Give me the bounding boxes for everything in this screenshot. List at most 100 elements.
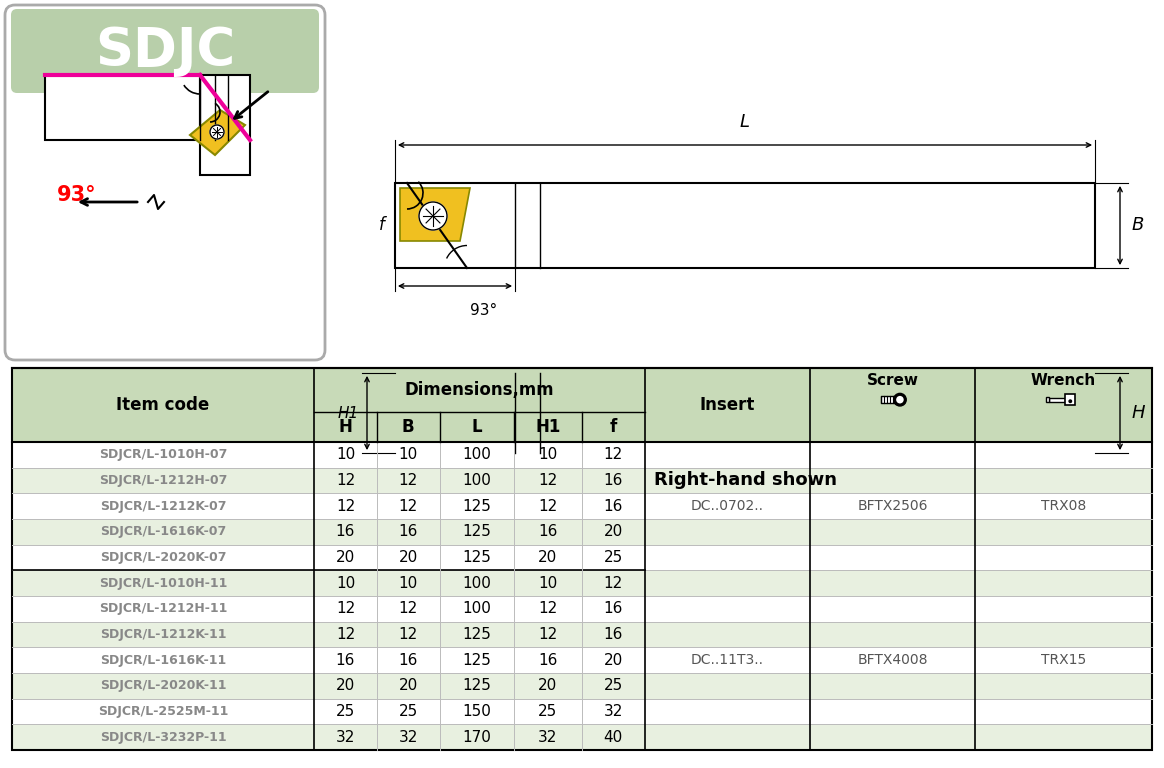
Text: 100: 100: [462, 473, 491, 488]
Bar: [12, 368, 1152, 442]
Text: 12: 12: [398, 498, 418, 514]
Text: Screw: Screw: [867, 372, 918, 388]
Bar: [45, 75, 200, 140]
Text: H: H: [339, 418, 353, 436]
Text: SDJCR/L-2525M-11: SDJCR/L-2525M-11: [98, 705, 228, 718]
Text: 125: 125: [462, 653, 491, 667]
Text: B: B: [1133, 217, 1144, 234]
Text: 100: 100: [462, 447, 491, 462]
Text: 20: 20: [336, 550, 355, 565]
Bar: [395, 183, 1095, 268]
Text: L: L: [740, 113, 750, 131]
Text: SDJCR/L-1010H-07: SDJCR/L-1010H-07: [99, 449, 227, 462]
Text: SDJCR/L-1212K-11: SDJCR/L-1212K-11: [100, 628, 226, 641]
Text: 12: 12: [604, 447, 623, 462]
Text: Wrench: Wrench: [1031, 372, 1096, 388]
Circle shape: [894, 393, 907, 406]
Text: SDJCR/L-1212H-11: SDJCR/L-1212H-11: [99, 602, 227, 615]
Text: 125: 125: [462, 525, 491, 539]
Text: SDJCR/L-1616K-07: SDJCR/L-1616K-07: [100, 525, 226, 538]
Bar: [200, 75, 250, 175]
Text: Insert: Insert: [700, 396, 755, 414]
Bar: [12, 699, 1152, 724]
Text: H: H: [1133, 404, 1145, 422]
Text: TRX15: TRX15: [1041, 653, 1086, 667]
Text: Right-hand shown: Right-hand shown: [653, 471, 837, 489]
Text: 125: 125: [462, 627, 491, 642]
Text: B: B: [402, 418, 414, 436]
Text: BFTX2506: BFTX2506: [858, 499, 928, 513]
Text: Dimensions,mm: Dimensions,mm: [405, 381, 554, 399]
Text: 32: 32: [335, 730, 355, 745]
Text: 32: 32: [604, 704, 623, 719]
Bar: [12, 673, 1152, 699]
Bar: [12, 724, 1152, 750]
Text: 10: 10: [538, 447, 558, 462]
Bar: [881, 396, 896, 403]
Text: 20: 20: [604, 653, 623, 667]
Text: 25: 25: [604, 550, 623, 565]
Bar: [1046, 397, 1049, 402]
Text: SDJCR/L-1010H-11: SDJCR/L-1010H-11: [99, 577, 227, 590]
Bar: [12, 442, 1152, 468]
Text: 25: 25: [604, 678, 623, 694]
Text: 20: 20: [398, 550, 418, 565]
Text: 32: 32: [398, 730, 418, 745]
Text: 16: 16: [538, 653, 558, 667]
Text: 12: 12: [336, 498, 355, 514]
FancyBboxPatch shape: [10, 9, 319, 93]
Text: 150: 150: [462, 704, 491, 719]
Text: 16: 16: [398, 653, 418, 667]
Text: L: L: [471, 418, 482, 436]
Text: f: f: [610, 418, 617, 436]
Text: SDJCR/L-1616K-11: SDJCR/L-1616K-11: [100, 654, 226, 667]
Text: 16: 16: [335, 525, 355, 539]
Text: TRX08: TRX08: [1041, 499, 1086, 513]
Text: DC..11T3..: DC..11T3..: [691, 653, 764, 667]
Text: 20: 20: [538, 550, 558, 565]
Text: 93°: 93°: [470, 303, 497, 318]
Text: 12: 12: [604, 576, 623, 591]
Text: SDJCR/L-1212K-07: SDJCR/L-1212K-07: [100, 500, 226, 513]
Bar: [12, 596, 1152, 621]
Text: 125: 125: [462, 498, 491, 514]
FancyBboxPatch shape: [5, 5, 325, 360]
Bar: [12, 621, 1152, 647]
Text: 20: 20: [538, 678, 558, 694]
Text: 20: 20: [604, 525, 623, 539]
Bar: [12, 519, 1152, 545]
Text: SDJCR/L-3232P-11: SDJCR/L-3232P-11: [100, 730, 226, 743]
Bar: [12, 493, 1152, 519]
Bar: [12, 571, 1152, 596]
Circle shape: [896, 396, 903, 403]
Text: 12: 12: [336, 627, 355, 642]
Bar: [1065, 395, 1076, 405]
Bar: [12, 368, 1152, 750]
Text: 16: 16: [398, 525, 418, 539]
Text: 100: 100: [462, 601, 491, 617]
Text: 170: 170: [462, 730, 491, 745]
Text: 12: 12: [398, 627, 418, 642]
Circle shape: [210, 125, 223, 139]
Text: 12: 12: [538, 627, 558, 642]
Text: 20: 20: [336, 678, 355, 694]
Text: 16: 16: [604, 627, 623, 642]
Text: H1: H1: [535, 418, 561, 436]
Text: 25: 25: [398, 704, 418, 719]
Text: DC..0702..: DC..0702..: [691, 499, 764, 513]
Text: 32: 32: [538, 730, 558, 745]
Text: 12: 12: [538, 601, 558, 617]
Text: 10: 10: [336, 576, 355, 591]
Text: 16: 16: [538, 525, 558, 539]
Text: 10: 10: [398, 576, 418, 591]
Text: SDJC: SDJC: [95, 25, 235, 77]
Text: 16: 16: [335, 653, 355, 667]
Text: 16: 16: [604, 601, 623, 617]
Circle shape: [419, 202, 447, 230]
Text: 12: 12: [398, 473, 418, 488]
Text: f: f: [379, 217, 385, 234]
Text: 25: 25: [538, 704, 558, 719]
Text: 12: 12: [336, 473, 355, 488]
Text: 12: 12: [398, 601, 418, 617]
Text: 125: 125: [462, 550, 491, 565]
